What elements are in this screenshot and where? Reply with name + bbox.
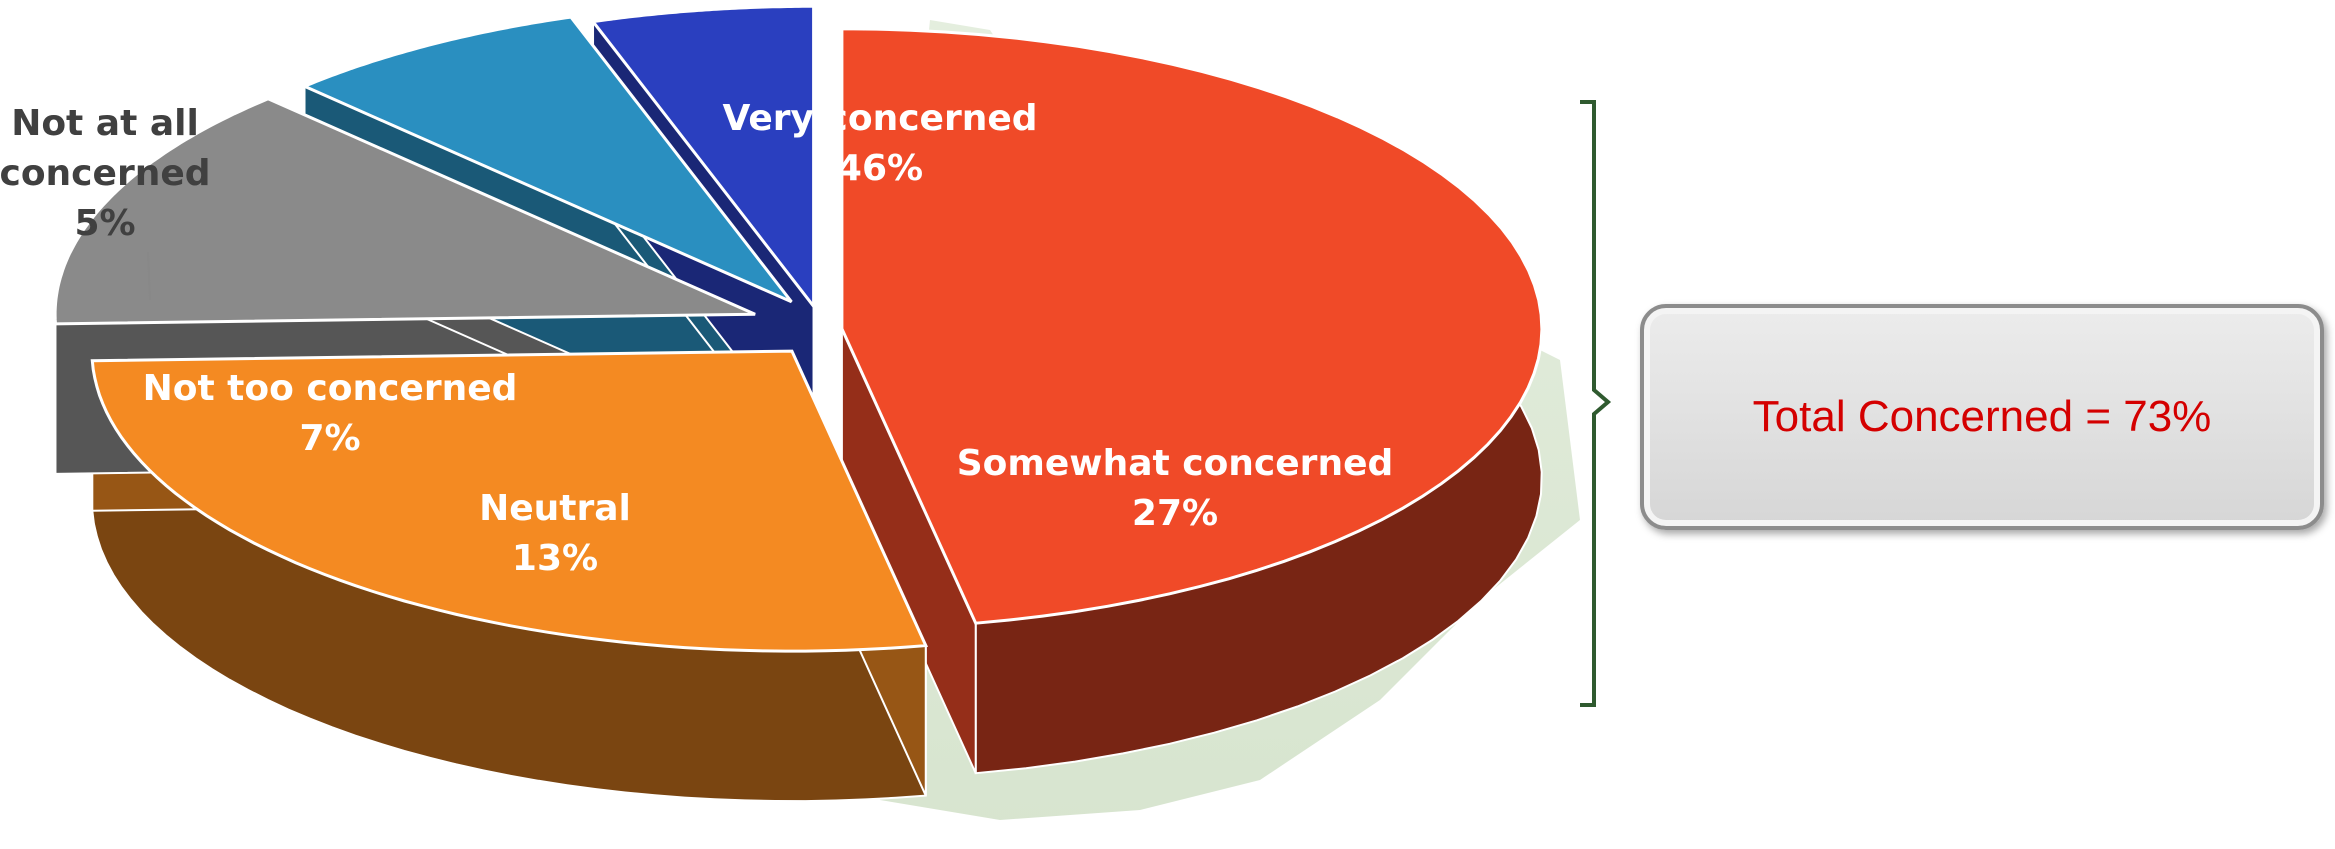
pie-top-faces [53,4,1544,653]
slice-label-2-1: 13% [512,538,598,579]
slice-label-4-0: Not at all [11,103,199,144]
slice-label-1-0: Somewhat concerned [957,443,1394,484]
slice-not-too-concerned [300,15,793,304]
slice-label-3-1: 7% [299,418,360,459]
slice-label-4-1: concerned [0,153,211,194]
slice-not-at-all-concerned [590,4,816,311]
bracket-line [1580,100,1612,707]
slice-label-2-0: Neutral [479,488,631,529]
slice-label-4-2: 5% [74,203,135,244]
concerned-bracket [1580,100,1612,707]
total-concerned-text: Total Concerned = 73% [1752,392,2212,441]
pie-labels: Very concerned 46% Somewhat concerned 27% Ne… [0,98,1393,579]
slice-very-concerned [840,27,1544,625]
slice-somewhat-concerned [90,349,929,653]
slice-label-1-1: 27% [1132,493,1218,534]
slice-label-3-0: Not too concerned [143,368,518,409]
leader-line [147,251,151,301]
slice-label-0-1: 46% [837,148,923,189]
slice-neutral [53,97,756,326]
total-concerned-box: Total Concerned = 73% [1640,304,2324,530]
slice-label-0-0: Very concerned [722,98,1037,139]
